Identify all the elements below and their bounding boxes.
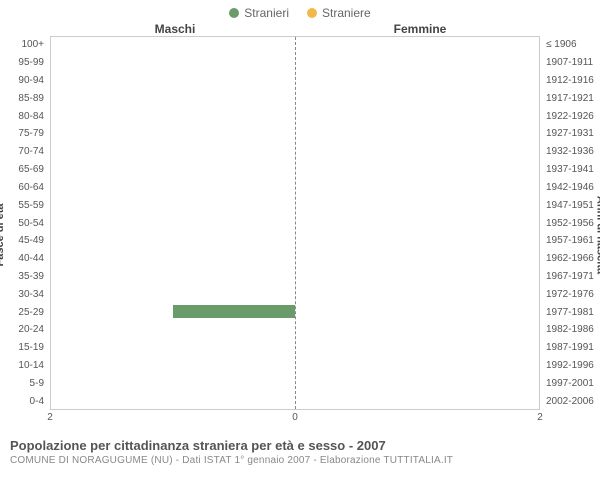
bar-row	[51, 37, 539, 55]
year-label: 1977-1981	[542, 303, 600, 321]
year-label: 1912-1916	[542, 72, 600, 90]
bar-row	[51, 143, 539, 161]
bar-row	[51, 356, 539, 374]
year-label: ≤ 1906	[542, 36, 600, 54]
age-label: 5-9	[0, 374, 48, 392]
age-label: 50-54	[0, 214, 48, 232]
x-tick: 0	[292, 412, 298, 423]
year-label: 1997-2001	[542, 374, 600, 392]
age-label: 20-24	[0, 321, 48, 339]
male-bar	[173, 305, 295, 318]
age-label: 0-4	[0, 392, 48, 410]
legend-marker-icon	[307, 8, 317, 18]
age-label: 40-44	[0, 250, 48, 268]
column-headers: Maschi Femmine	[0, 22, 600, 36]
plot-region	[50, 36, 540, 410]
legend-item-stranieri: Stranieri	[229, 6, 289, 20]
year-label: 1932-1936	[542, 143, 600, 161]
year-label: 1942-1946	[542, 179, 600, 197]
legend: Stranieri Straniere	[0, 0, 600, 22]
header-femmine: Femmine	[300, 22, 600, 36]
bar-row	[51, 90, 539, 108]
age-label: 95-99	[0, 54, 48, 72]
bar-row	[51, 179, 539, 197]
chart-footer: Popolazione per cittadinanza straniera p…	[0, 434, 600, 466]
age-label: 75-79	[0, 125, 48, 143]
age-label: 45-49	[0, 232, 48, 250]
bar-row	[51, 338, 539, 356]
age-label: 80-84	[0, 107, 48, 125]
year-label: 1907-1911	[542, 54, 600, 72]
year-label: 1967-1971	[542, 268, 600, 286]
age-label: 10-14	[0, 357, 48, 375]
bar-row	[51, 232, 539, 250]
x-axis-labels: 2 0 2	[50, 412, 540, 426]
age-label: 85-89	[0, 89, 48, 107]
age-labels: 100+95-9990-9485-8980-8475-7970-7465-696…	[0, 36, 48, 410]
age-label: 15-19	[0, 339, 48, 357]
year-label: 1952-1956	[542, 214, 600, 232]
age-label: 55-59	[0, 196, 48, 214]
x-tick: 2	[537, 412, 543, 423]
bar-row	[51, 55, 539, 73]
age-label: 65-69	[0, 161, 48, 179]
year-label: 1972-1976	[542, 285, 600, 303]
bar-row	[51, 214, 539, 232]
chart-subtitle: COMUNE DI NORAGUGUME (NU) - Dati ISTAT 1…	[10, 455, 590, 466]
legend-label: Straniere	[322, 6, 371, 20]
year-label: 1982-1986	[542, 321, 600, 339]
age-label: 60-64	[0, 179, 48, 197]
bar-row	[51, 285, 539, 303]
legend-marker-icon	[229, 8, 239, 18]
year-label: 1937-1941	[542, 161, 600, 179]
bar-row	[51, 374, 539, 392]
year-label: 1917-1921	[542, 89, 600, 107]
year-label: 1927-1931	[542, 125, 600, 143]
age-label: 70-74	[0, 143, 48, 161]
age-label: 30-34	[0, 285, 48, 303]
bar-row	[51, 303, 539, 321]
year-label: 1957-1961	[542, 232, 600, 250]
bar-row	[51, 321, 539, 339]
age-label: 100+	[0, 36, 48, 54]
year-label: 1962-1966	[542, 250, 600, 268]
year-label: 1922-1926	[542, 107, 600, 125]
bar-row	[51, 108, 539, 126]
bar-row	[51, 391, 539, 409]
legend-item-straniere: Straniere	[307, 6, 371, 20]
age-label: 90-94	[0, 72, 48, 90]
year-label: 1947-1951	[542, 196, 600, 214]
year-label: 2002-2006	[542, 392, 600, 410]
x-tick: 2	[47, 412, 53, 423]
chart-area: Fasce di età Anni di nascita 100+95-9990…	[0, 36, 600, 434]
chart-title: Popolazione per cittadinanza straniera p…	[10, 438, 590, 453]
age-label: 25-29	[0, 303, 48, 321]
year-label: 1992-1996	[542, 357, 600, 375]
bar-row	[51, 267, 539, 285]
bar-rows	[51, 37, 539, 409]
age-label: 35-39	[0, 268, 48, 286]
bar-row	[51, 72, 539, 90]
bar-row	[51, 126, 539, 144]
header-maschi: Maschi	[0, 22, 300, 36]
bar-row	[51, 250, 539, 268]
year-label: 1987-1991	[542, 339, 600, 357]
bar-row	[51, 161, 539, 179]
legend-label: Stranieri	[244, 6, 289, 20]
bar-row	[51, 196, 539, 214]
year-labels: ≤ 19061907-19111912-19161917-19211922-19…	[542, 36, 600, 410]
